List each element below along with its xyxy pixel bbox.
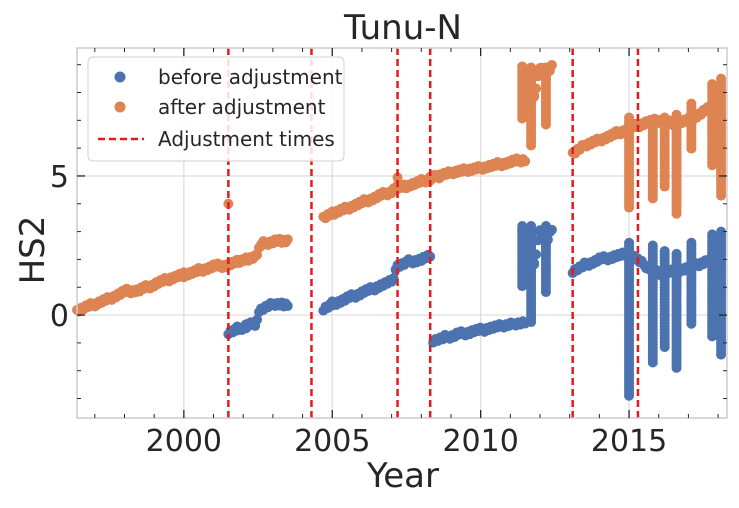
legend-label-before: before adjustment (158, 65, 343, 89)
spike-point (624, 202, 635, 213)
legend: before adjustment after adjustment Adjus… (87, 56, 345, 162)
spike-point (716, 190, 727, 201)
data-series (72, 59, 727, 401)
outlier-point (392, 172, 403, 183)
spike-point (647, 357, 658, 368)
series-after (72, 59, 727, 317)
spike-point (686, 318, 697, 329)
spike-point (526, 140, 537, 151)
x-tick-label: 2010 (442, 424, 518, 459)
legend-label-after: after adjustment (158, 95, 326, 119)
y-axis-label: HS2 (13, 216, 53, 285)
chart-title: Tunu-N (343, 8, 462, 48)
spike-point (540, 287, 551, 298)
data-point (282, 234, 293, 245)
data-point (388, 273, 399, 284)
spike-point (659, 342, 670, 353)
spike-point (540, 119, 551, 130)
spike-point (707, 331, 718, 342)
axis-ticks: 2000 2005 2010 2015 0 5 (50, 48, 727, 459)
spike-point (659, 181, 670, 192)
data-point (425, 251, 436, 262)
data-point (282, 300, 293, 311)
spike-point (647, 193, 658, 204)
spike-point (526, 317, 537, 328)
legend-marker-before (114, 71, 126, 83)
y-tick-label: 5 (50, 160, 69, 195)
spike-point (716, 349, 727, 360)
spike-point (671, 208, 682, 219)
y-tick-label: 0 (50, 299, 69, 334)
spike-point (707, 160, 718, 171)
x-tick-label: 2015 (591, 424, 667, 459)
x-tick-label: 2000 (146, 424, 222, 459)
data-point (252, 314, 263, 325)
spike-point (517, 281, 528, 292)
series-before (223, 221, 727, 401)
plot-frame (76, 47, 728, 419)
spike-point (686, 143, 697, 154)
data-point (520, 156, 531, 167)
legend-marker-after (114, 101, 126, 113)
spike-point (517, 113, 528, 124)
x-tick-label: 2005 (294, 424, 370, 459)
spike-point (671, 362, 682, 373)
x-axis-label: Year (366, 456, 439, 496)
spike-point (624, 390, 635, 401)
legend-box (87, 56, 345, 162)
legend-label-adjustment: Adjustment times (158, 127, 335, 151)
